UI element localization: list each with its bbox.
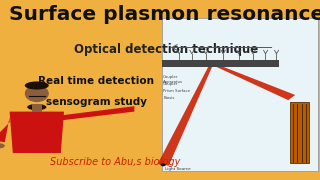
Circle shape xyxy=(161,163,166,166)
Text: Optical detection technique: Optical detection technique xyxy=(74,43,259,56)
Bar xyxy=(162,60,279,67)
Bar xyxy=(290,102,309,163)
Text: Coupler
Apparatus: Coupler Apparatus xyxy=(163,75,183,84)
Text: Real time detection: Real time detection xyxy=(38,76,154,86)
Bar xyxy=(32,104,42,112)
Polygon shape xyxy=(211,63,295,100)
Ellipse shape xyxy=(25,85,49,102)
Text: Subscribe to Abu,s biology: Subscribe to Abu,s biology xyxy=(50,157,180,167)
Polygon shape xyxy=(158,63,213,166)
Polygon shape xyxy=(0,117,10,142)
Text: Surface plasmon resonance: Surface plasmon resonance xyxy=(9,5,320,24)
Polygon shape xyxy=(10,112,64,153)
Text: Prism Surface: Prism Surface xyxy=(163,89,190,93)
Ellipse shape xyxy=(0,143,5,148)
Text: sensogram study: sensogram study xyxy=(45,97,147,107)
Ellipse shape xyxy=(27,104,46,110)
Ellipse shape xyxy=(25,81,49,89)
Bar xyxy=(162,18,318,171)
Polygon shape xyxy=(59,106,134,121)
Text: Coupler: Coupler xyxy=(163,82,179,86)
Text: Biosis: Biosis xyxy=(163,96,175,100)
Text: Light Source: Light Source xyxy=(165,167,190,171)
